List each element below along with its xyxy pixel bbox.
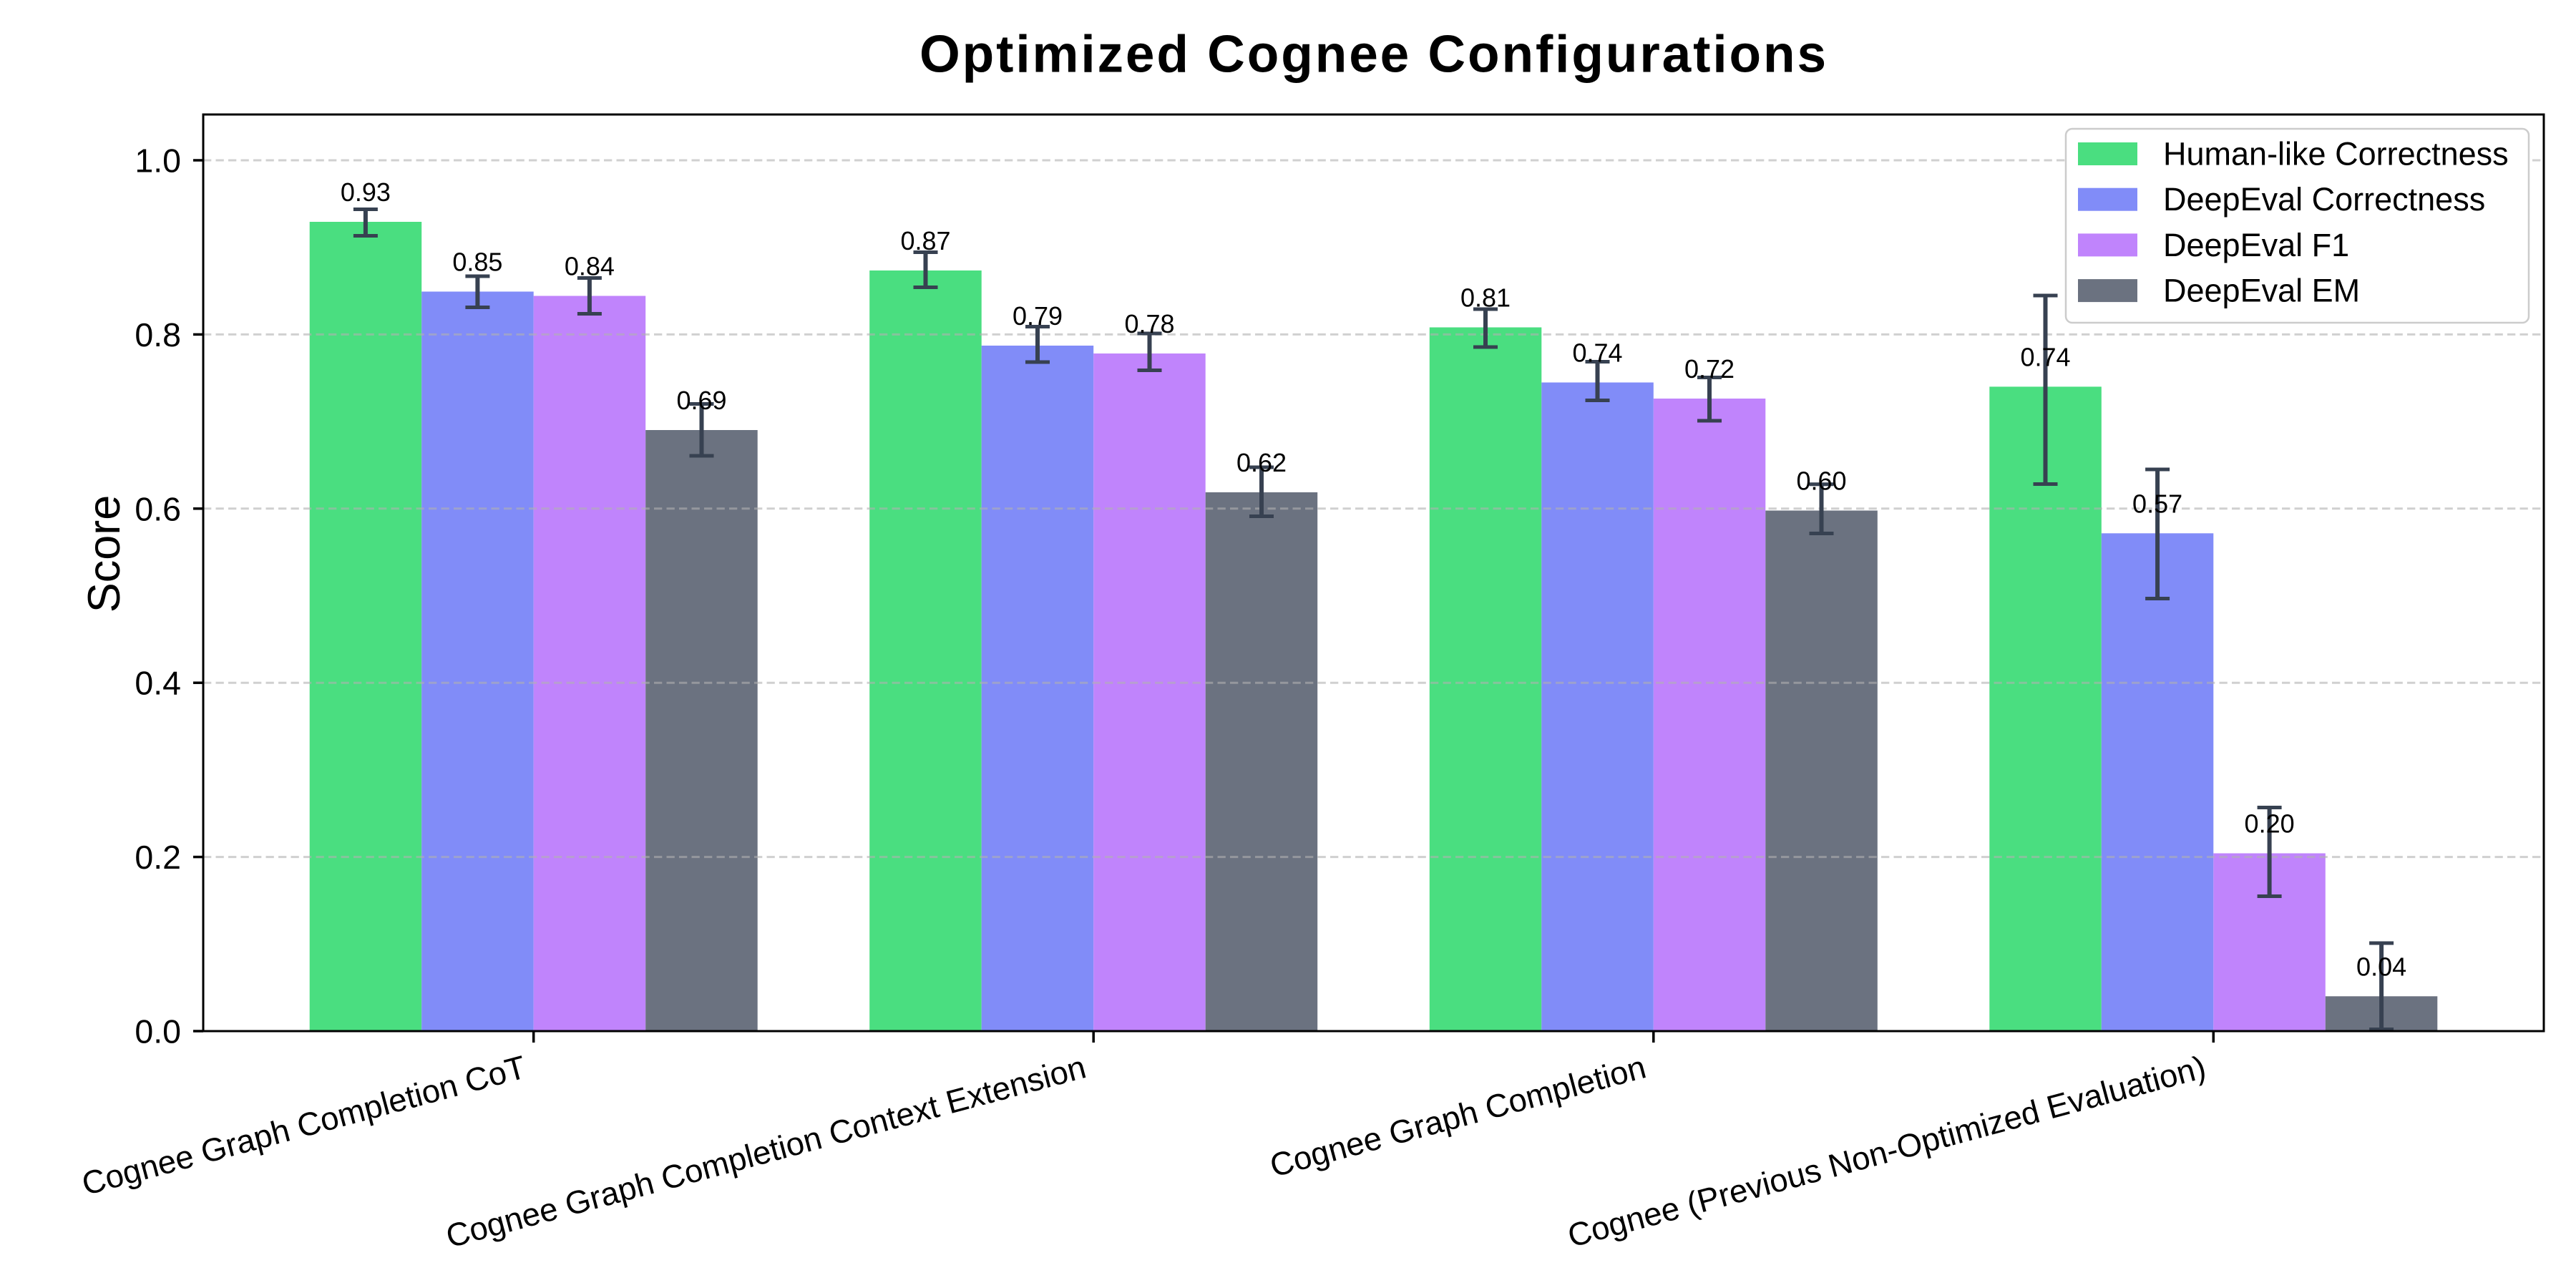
- svg-text:DeepEval F1: DeepEval F1: [2163, 227, 2349, 263]
- svg-text:0.69: 0.69: [676, 386, 726, 415]
- svg-text:0.60: 0.60: [1796, 467, 1846, 496]
- svg-text:0.8: 0.8: [135, 316, 181, 353]
- svg-text:0.79: 0.79: [1013, 301, 1063, 331]
- svg-text:0.57: 0.57: [2132, 489, 2182, 518]
- svg-text:0.20: 0.20: [2245, 809, 2295, 839]
- svg-text:0.93: 0.93: [341, 177, 391, 207]
- svg-text:DeepEval EM: DeepEval EM: [2163, 273, 2360, 309]
- svg-text:0.6: 0.6: [135, 490, 181, 527]
- svg-text:0.72: 0.72: [1684, 354, 1735, 384]
- svg-text:0.0: 0.0: [135, 1013, 181, 1050]
- svg-text:0.87: 0.87: [900, 226, 950, 255]
- svg-text:0.84: 0.84: [565, 252, 615, 281]
- svg-text:0.78: 0.78: [1124, 309, 1174, 338]
- svg-text:0.04: 0.04: [2356, 952, 2406, 981]
- svg-text:0.74: 0.74: [1572, 338, 1622, 368]
- svg-text:DeepEval Correctness: DeepEval Correctness: [2163, 181, 2485, 218]
- svg-text:1.0: 1.0: [135, 142, 181, 180]
- svg-text:Score: Score: [79, 495, 130, 613]
- svg-text:0.2: 0.2: [135, 839, 181, 876]
- svg-text:0.85: 0.85: [452, 248, 502, 277]
- svg-text:Optimized Cognee Configuration: Optimized Cognee Configurations: [919, 26, 1828, 84]
- svg-text:0.62: 0.62: [1236, 448, 1287, 477]
- svg-text:Human-like Correctness: Human-like Correctness: [2163, 136, 2509, 172]
- svg-text:0.81: 0.81: [1460, 283, 1511, 313]
- svg-text:0.74: 0.74: [2020, 342, 2070, 371]
- svg-text:0.4: 0.4: [135, 665, 181, 702]
